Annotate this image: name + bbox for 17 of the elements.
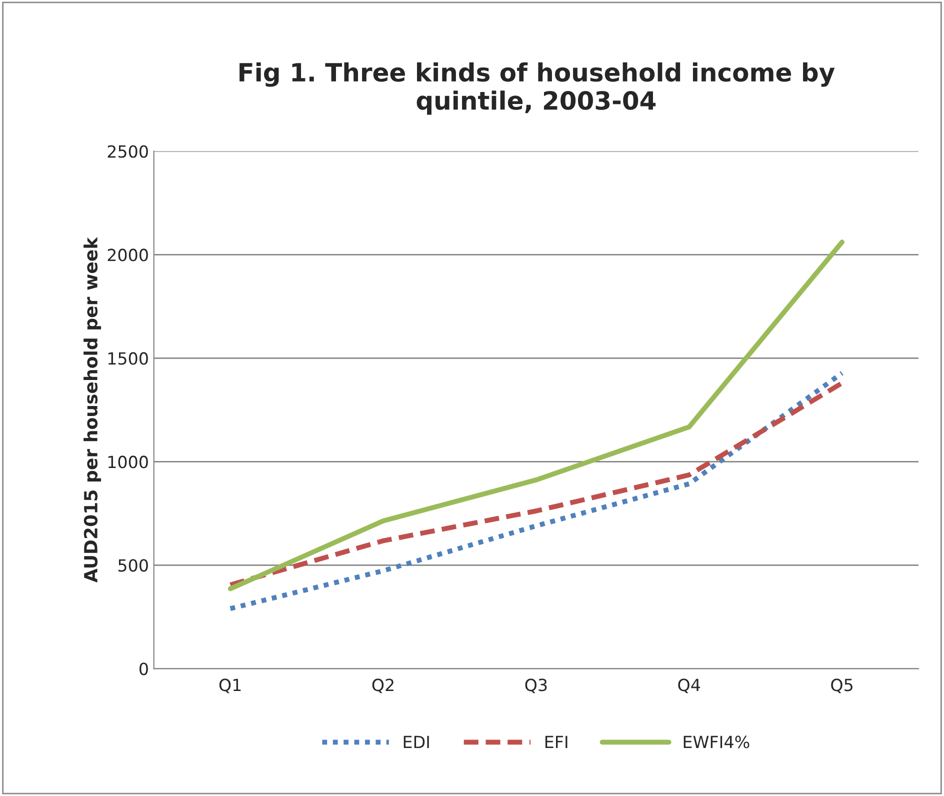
x-tick-label: Q1: [219, 678, 241, 694]
x-tick-label: Q2: [372, 678, 394, 694]
chart-title: Fig 1. Three kinds of household income by quintile, 2003-04: [240, 62, 835, 115]
y-tick-label: 0: [140, 662, 148, 676]
legend-label: EFI: [545, 736, 568, 748]
x-tick-label: Q5: [831, 678, 852, 694]
line-series: [228, 240, 844, 592]
legend-label: EWFI4%: [684, 736, 750, 748]
legend-label: EDI: [404, 736, 429, 748]
y-tick-label: 500: [118, 559, 148, 572]
x-tick-label: Q4: [678, 678, 700, 694]
x-tick-label: Q3: [525, 678, 547, 694]
y-axis-title: AUD2015 per household per week: [84, 236, 102, 582]
y-tick-label: 1000: [108, 456, 148, 468]
y-tick-label: 2500: [108, 145, 148, 158]
y-tick-label: 2000: [108, 248, 148, 262]
y-tick-label: 1500: [108, 352, 148, 365]
